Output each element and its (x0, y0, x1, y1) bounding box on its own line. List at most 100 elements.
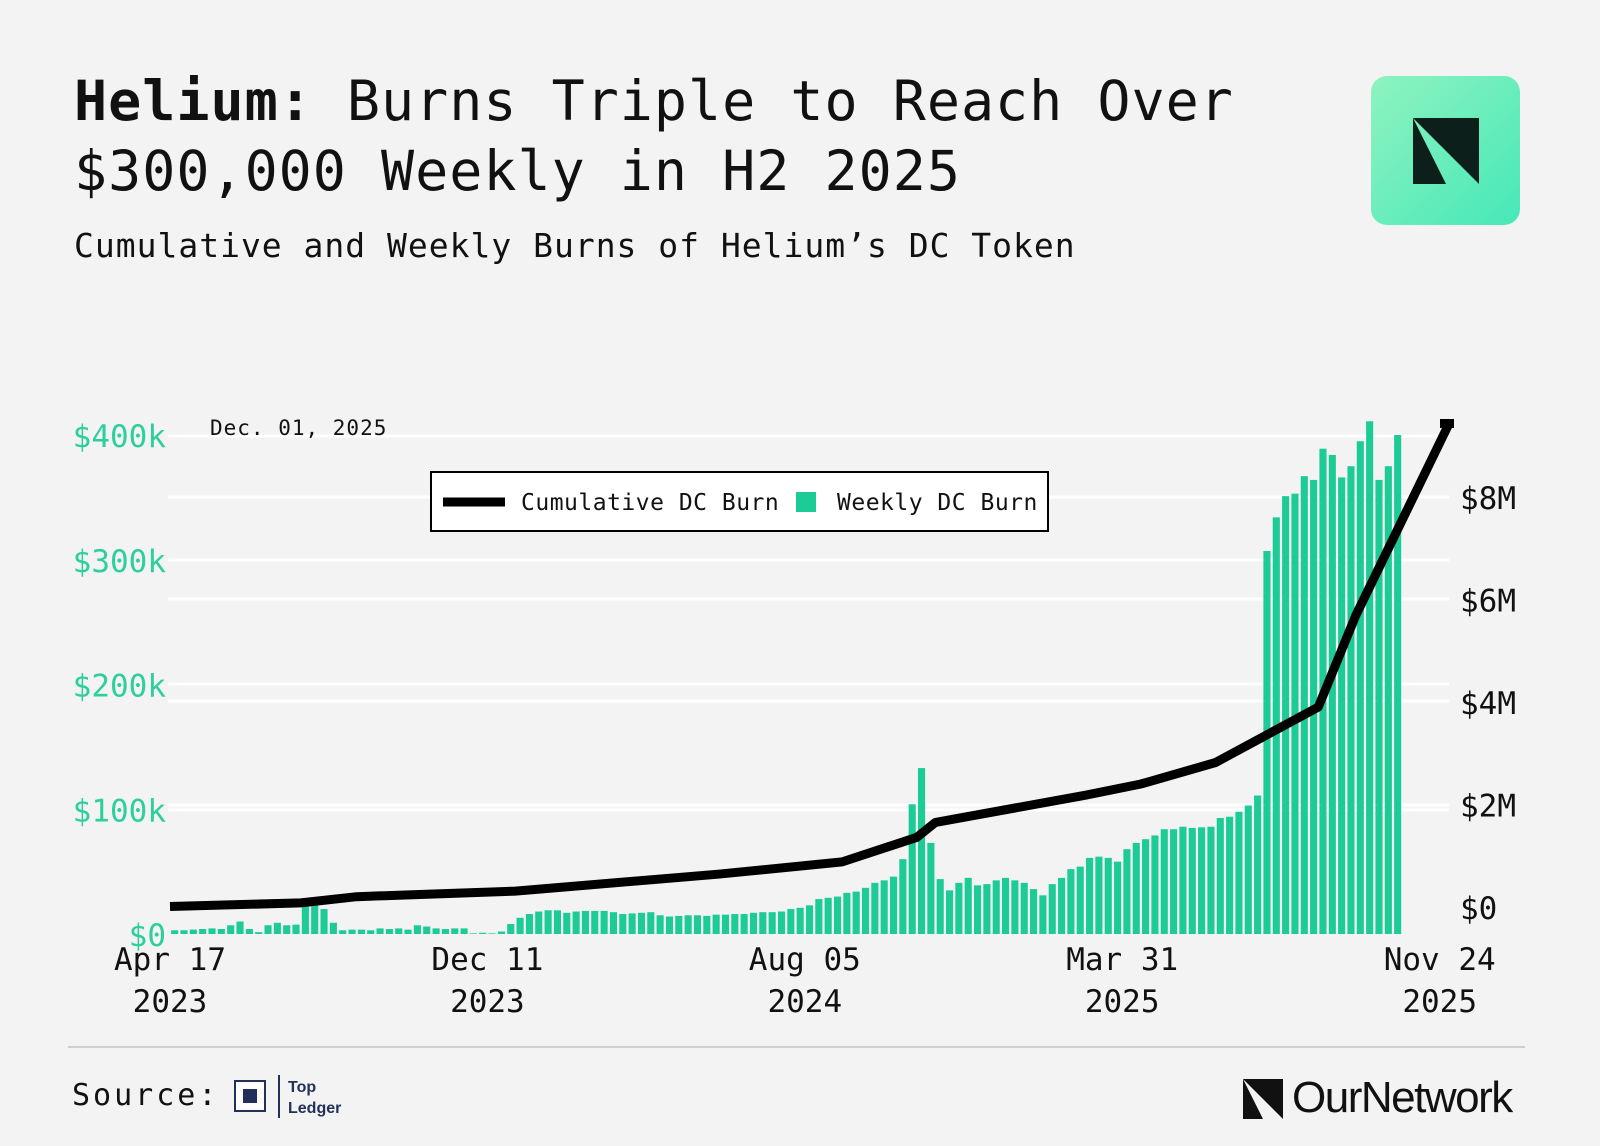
weekly-bar (665, 916, 674, 934)
topledger-logo-divider (278, 1075, 280, 1118)
chart-gridlines (168, 434, 1449, 812)
weekly-bar (497, 931, 505, 934)
weekly-bar (1356, 441, 1364, 934)
weekly-bar (1039, 895, 1047, 934)
right-axis-tick-label: $2M (1460, 789, 1516, 825)
weekly-bar (899, 859, 907, 934)
weekly-bar (964, 877, 972, 934)
weekly-bar (1254, 795, 1262, 934)
weekly-bar (1067, 869, 1075, 934)
weekly-bar (609, 912, 617, 934)
topledger-name-line2: Ledger (288, 1100, 342, 1117)
weekly-bar (479, 932, 487, 934)
weekly-bar (1002, 877, 1010, 934)
weekly-bar (1179, 826, 1187, 934)
weekly-bar (731, 914, 739, 934)
right-axis-tick-label: $8M (1460, 481, 1516, 517)
legend-label-cumulative: Cumulative DC Burn (521, 490, 779, 516)
weekly-bar (180, 930, 188, 934)
line-end-cap (1440, 419, 1454, 428)
weekly-bar (516, 917, 524, 934)
weekly-bar (833, 896, 842, 934)
weekly-bar (656, 915, 664, 934)
weekly-bar (684, 915, 692, 934)
weekly-bar (320, 909, 328, 934)
weekly-bar (432, 928, 440, 934)
weekly-bar (871, 882, 879, 934)
weekly-bar (1095, 856, 1103, 934)
x-tick-label-month: Aug 05 (749, 942, 861, 978)
topledger-name-line1: Top (288, 1079, 317, 1096)
weekly-bar (1347, 466, 1355, 934)
weekly-bar (1048, 884, 1056, 934)
weekly-bar (292, 924, 300, 934)
weekly-bar (1030, 889, 1038, 934)
weekly-bar (451, 928, 459, 934)
page-subtitle: Cumulative and Weekly Burns of Helium’s … (74, 226, 1076, 265)
weekly-bar (535, 911, 543, 934)
weekly-bar (236, 921, 244, 934)
weekly-bar (889, 876, 898, 934)
weekly-bar (805, 905, 814, 934)
left-axis-tick-label: $200k (73, 669, 167, 705)
weekly-bar (647, 912, 655, 934)
weekly-bar (908, 804, 916, 934)
x-tick-label-month: Nov 24 (1384, 942, 1496, 978)
weekly-bar (703, 915, 711, 934)
weekly-bar (1366, 421, 1374, 934)
weekly-bar (1300, 476, 1308, 934)
weekly-bar (759, 912, 767, 934)
weekly-bar (1384, 466, 1392, 934)
weekly-bar (1076, 866, 1084, 934)
weekly-bar (591, 910, 599, 934)
weekly-bar (768, 912, 776, 934)
weekly-bar (1328, 454, 1336, 934)
weekly-bar (395, 928, 403, 934)
left-axis-tick-label: $0 (129, 918, 166, 954)
weekly-bar (1114, 861, 1122, 934)
weekly-bar (749, 912, 758, 934)
weekly-bar (880, 880, 888, 934)
title-bold: Helium: (74, 69, 313, 133)
x-tick-label-year: 2025 (1402, 984, 1477, 1020)
brand-name: OurNetwork (1292, 1073, 1513, 1122)
weekly-bar (563, 912, 571, 934)
x-tick-label-year: 2024 (767, 984, 842, 1020)
weekly-bar (1188, 827, 1196, 934)
weekly-bar (983, 884, 991, 934)
weekly-bar (1123, 849, 1131, 934)
footer-divider (68, 1046, 1525, 1048)
weekly-bar (301, 905, 309, 934)
right-axis-tick-label: $4M (1460, 686, 1516, 722)
weekly-bar (264, 925, 272, 934)
legend-swatch-bar (796, 492, 816, 512)
weekly-bar (581, 910, 589, 934)
weekly-bar (1151, 835, 1159, 934)
page-title: Helium: Burns Triple to Reach Over $300,… (74, 66, 1304, 206)
weekly-bar (460, 928, 468, 934)
weekly-bar (245, 929, 253, 934)
weekly-bar (815, 899, 823, 934)
weekly-bar (721, 914, 730, 934)
weekly-bar (1198, 827, 1206, 934)
weekly-bars (171, 421, 1402, 934)
weekly-bar (992, 880, 1000, 934)
weekly-bar (413, 925, 421, 934)
x-tick-label-year: 2023 (133, 984, 208, 1020)
weekly-bar (712, 914, 720, 934)
weekly-bar (469, 933, 477, 934)
weekly-bar (1338, 477, 1346, 934)
weekly-bar (637, 912, 646, 934)
left-axis-tick-label: $300k (73, 544, 167, 580)
weekly-bar (423, 926, 431, 934)
weekly-bar (740, 914, 748, 934)
weekly-bar (199, 929, 207, 934)
weekly-bar (917, 768, 926, 934)
left-axis-tick-label: $100k (73, 793, 167, 829)
weekly-bar (311, 904, 319, 934)
legend-box (430, 471, 1049, 532)
weekly-bar (787, 909, 795, 934)
weekly-bar (339, 930, 347, 934)
weekly-bar (357, 929, 365, 934)
weekly-bar (619, 914, 627, 934)
